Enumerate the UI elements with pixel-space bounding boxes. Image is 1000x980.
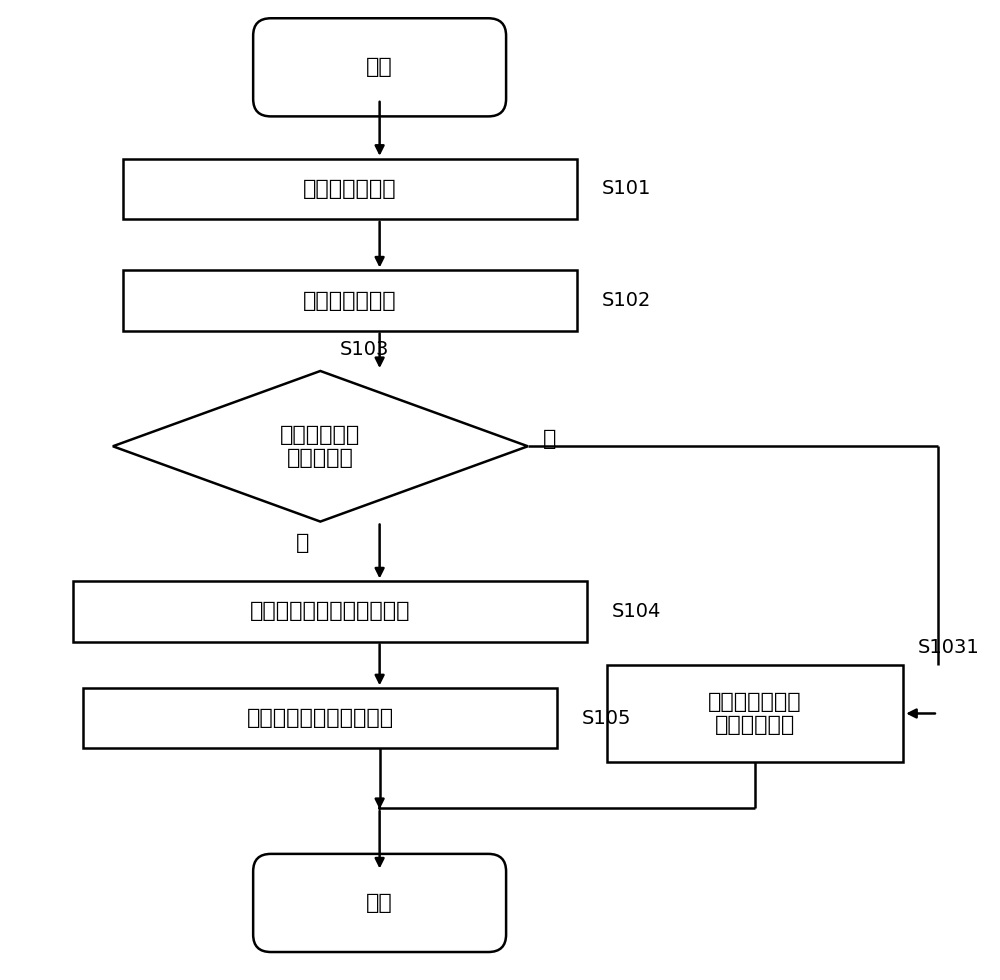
Text: 确定要驱动的温度调整装置: 确定要驱动的温度调整装置 bbox=[250, 602, 410, 621]
Text: 取得生物体信息: 取得生物体信息 bbox=[303, 178, 397, 199]
Text: 是: 是 bbox=[296, 533, 309, 554]
Bar bbox=[123, 270, 577, 330]
FancyBboxPatch shape bbox=[253, 854, 506, 952]
Text: 否: 否 bbox=[543, 428, 556, 449]
Bar bbox=[83, 688, 557, 749]
Text: 维持温度调整装
置的停止状态: 维持温度调整装 置的停止状态 bbox=[708, 692, 802, 735]
Text: S101: S101 bbox=[602, 179, 651, 198]
Text: 开始温度调整装置的驱动: 开始温度调整装置的驱动 bbox=[247, 709, 394, 728]
Polygon shape bbox=[113, 371, 528, 521]
Bar bbox=[607, 664, 903, 762]
Text: S104: S104 bbox=[612, 602, 661, 621]
Text: 结束: 结束 bbox=[366, 893, 393, 913]
Text: 需要驱动温度
调整装置？: 需要驱动温度 调整装置？ bbox=[280, 424, 360, 467]
Text: S102: S102 bbox=[602, 291, 651, 310]
FancyBboxPatch shape bbox=[253, 19, 506, 117]
Text: S1031: S1031 bbox=[918, 638, 980, 658]
Bar bbox=[123, 159, 577, 219]
Text: S105: S105 bbox=[582, 709, 632, 728]
Text: 取得车厢内温度: 取得车厢内温度 bbox=[303, 290, 397, 311]
Text: 开始: 开始 bbox=[366, 57, 393, 77]
Bar bbox=[73, 581, 587, 642]
Text: S103: S103 bbox=[340, 340, 389, 360]
